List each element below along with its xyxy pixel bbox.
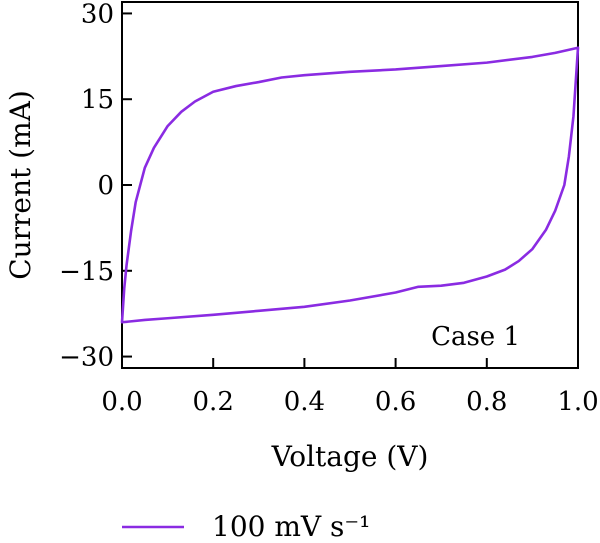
x-axis-title: Voltage (V): [271, 440, 429, 473]
legend: 100 mV s⁻¹: [122, 510, 370, 543]
y-axis: 30 15 0 −15 −30: [59, 0, 132, 373]
series-line-cv: [120, 46, 580, 324]
y-tick-label: −15: [59, 257, 114, 287]
y-axis-title: Current (mA): [4, 90, 37, 280]
x-tick-label: 1.0: [557, 387, 598, 417]
x-tick-label: 0.0: [101, 387, 142, 417]
x-tick-label: 0.2: [193, 387, 234, 417]
y-tick-label: −30: [59, 343, 114, 373]
x-tick-label: 0.4: [284, 387, 325, 417]
x-tick-label: 0.8: [466, 387, 507, 417]
legend-label: 100 mV s⁻¹: [212, 510, 370, 543]
y-tick-label: 30: [81, 0, 114, 29]
y-tick-label: 15: [81, 85, 114, 115]
x-tick-label: 0.6: [375, 387, 416, 417]
case-annotation: Case 1: [431, 322, 520, 352]
plot-frame: [121, 1, 579, 369]
y-tick-label: 0: [97, 171, 114, 201]
x-axis: 0.0 0.2 0.4 0.6 0.8 1.0: [101, 358, 599, 417]
